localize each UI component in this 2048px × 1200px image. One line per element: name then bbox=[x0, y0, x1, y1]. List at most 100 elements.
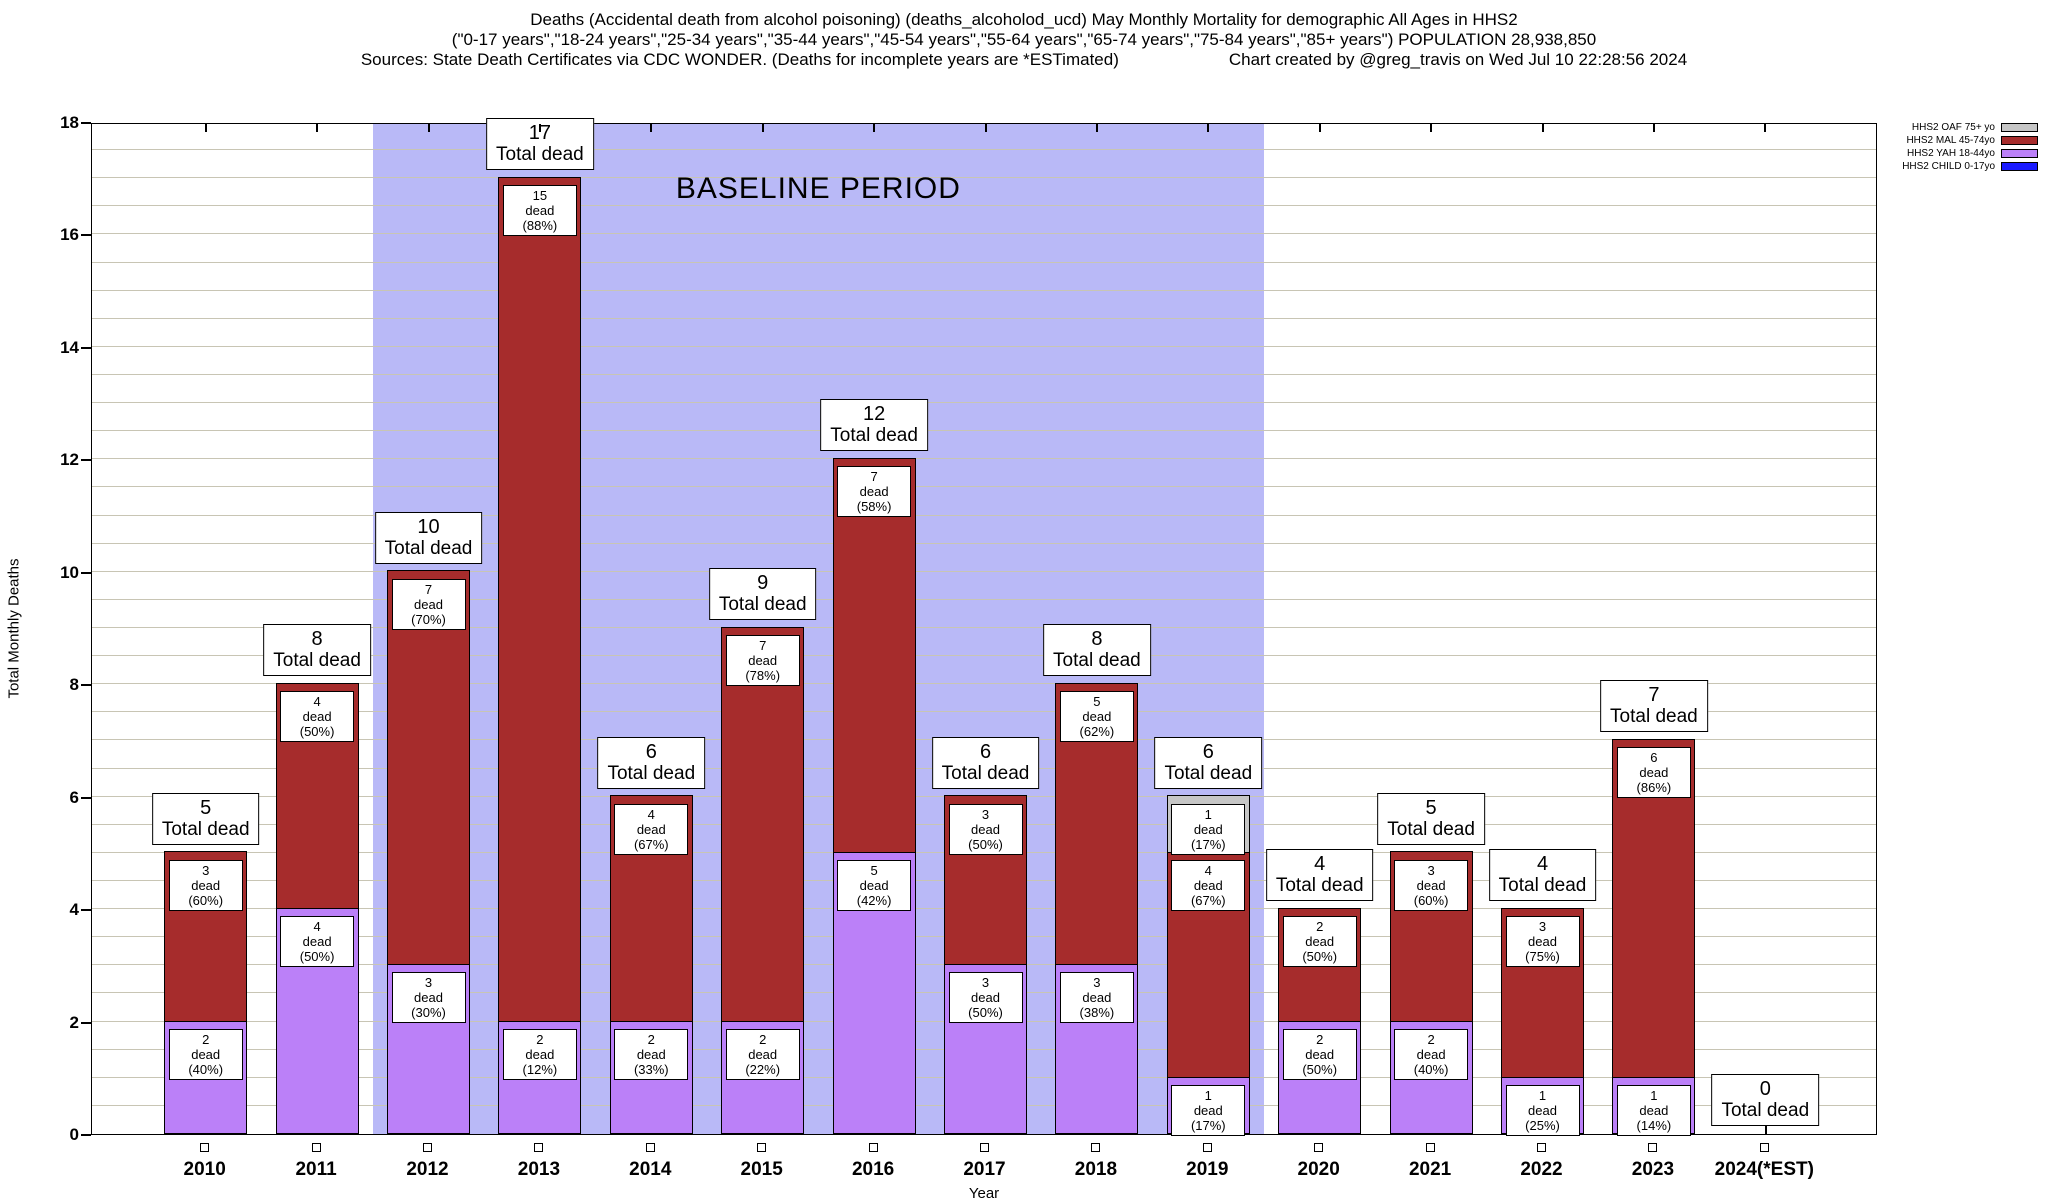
segment-label: 3 dead (38%) bbox=[1059, 972, 1134, 1024]
x-axis-marker bbox=[1537, 1143, 1546, 1152]
x-tick-label: 2012 bbox=[406, 1159, 449, 1180]
gridline bbox=[92, 598, 1876, 600]
segment-label: 2 dead (40%) bbox=[168, 1028, 243, 1080]
gridline bbox=[92, 570, 1876, 572]
gridline bbox=[92, 683, 1876, 685]
segment-count: 7 bbox=[870, 469, 878, 485]
x-tick-label: 2024(*EST) bbox=[1714, 1159, 1814, 1180]
segment-count: 2 bbox=[202, 1031, 210, 1047]
bar-2016 bbox=[832, 457, 916, 1134]
segment-label: 2 dead (40%) bbox=[1394, 1028, 1469, 1080]
total-dead-label: 4 Total dead bbox=[1488, 849, 1597, 902]
segment-pct: dead (50%) bbox=[1302, 1046, 1338, 1077]
segment-pct: dead (78%) bbox=[745, 653, 781, 683]
gridline bbox=[92, 317, 1876, 319]
segment-count: 1 bbox=[1204, 806, 1212, 822]
segment-label: 5 dead (42%) bbox=[837, 859, 912, 911]
top-tick bbox=[1764, 124, 1767, 132]
top-tick bbox=[984, 124, 987, 132]
gridline bbox=[92, 374, 1876, 375]
total-dead-count: 12 bbox=[862, 403, 886, 426]
total-dead-text: Total dead bbox=[496, 144, 584, 166]
legend-swatch-MAL bbox=[2001, 136, 2038, 145]
gridline bbox=[92, 345, 1876, 347]
y-tick-mark bbox=[81, 1021, 91, 1024]
segment-pct: dead (86%) bbox=[1636, 765, 1672, 796]
segment-count: 4 bbox=[313, 919, 321, 935]
segment-pct: dead (40%) bbox=[1413, 1046, 1449, 1077]
x-tick-label: 2023 bbox=[1631, 1159, 1675, 1180]
y-tick-label: 10 bbox=[60, 562, 79, 582]
total-dead-text: Total dead bbox=[830, 425, 918, 447]
segment-MAL bbox=[498, 176, 582, 1022]
segment-label: 1 dead (17%) bbox=[1171, 1084, 1246, 1136]
segment-label: 3 dead (75%) bbox=[1505, 916, 1580, 968]
top-tick bbox=[316, 124, 319, 132]
legend-row: HHS2 OAF 75+ yo bbox=[1902, 121, 2038, 134]
y-tick-mark bbox=[81, 796, 91, 799]
gridline bbox=[92, 627, 1876, 628]
total-dead-label: 8 Total dead bbox=[263, 624, 371, 677]
segment-pct: dead (42%) bbox=[856, 877, 892, 908]
x-axis-marker bbox=[1648, 1143, 1658, 1152]
y-tick-label: 8 bbox=[69, 675, 79, 695]
sources-text: Sources: State Death Certificates via CD… bbox=[360, 50, 1119, 69]
gridline bbox=[92, 261, 1876, 263]
x-tick-label: 2014 bbox=[629, 1159, 672, 1180]
segment-count: 3 bbox=[202, 862, 210, 878]
gridline bbox=[92, 458, 1876, 460]
legend-row: HHS2 CHILD 0-17yo bbox=[1902, 160, 2038, 173]
x-axis-marker bbox=[980, 1143, 989, 1152]
segment-count: 5 bbox=[1093, 694, 1101, 710]
gridline bbox=[92, 402, 1876, 404]
segment-label: 7 dead (58%) bbox=[837, 466, 912, 518]
segment-pct: dead (40%) bbox=[188, 1046, 224, 1077]
segment-count: 7 bbox=[424, 581, 433, 597]
y-tick-label: 16 bbox=[60, 225, 79, 245]
total-dead-label: 12 Total dead bbox=[820, 399, 928, 452]
total-dead-label: 5 Total dead bbox=[151, 792, 260, 845]
y-tick-label: 6 bbox=[69, 787, 79, 807]
top-tick bbox=[538, 124, 541, 132]
y-tick-label: 4 bbox=[69, 900, 79, 920]
segment-pct: dead (14%) bbox=[1636, 1102, 1672, 1133]
x-axis-marker bbox=[423, 1143, 432, 1152]
x-axis-marker bbox=[311, 1143, 321, 1152]
segment-label: 3 dead (60%) bbox=[1394, 859, 1469, 911]
total-dead-text: Total dead bbox=[1498, 875, 1587, 897]
x-axis-marker bbox=[1202, 1143, 1212, 1152]
total-dead-count: 8 bbox=[311, 628, 323, 651]
segment-count: 2 bbox=[647, 1031, 655, 1047]
segment-count: 2 bbox=[536, 1031, 544, 1047]
gridline bbox=[92, 177, 1876, 179]
bars-layer: 2 dead (40%) 3 dead (60%) 5 Total dead 4 dead (… bbox=[92, 118, 1876, 1136]
segment-label: 2 dead (50%) bbox=[1282, 1028, 1357, 1080]
x-tick-label: 2013 bbox=[517, 1159, 561, 1180]
gridline bbox=[92, 430, 1876, 432]
segment-MAL bbox=[387, 570, 470, 966]
total-dead-text: Total dead bbox=[273, 650, 361, 672]
total-dead-text: Total dead bbox=[1387, 818, 1475, 840]
total-label-stem bbox=[1765, 1126, 1767, 1134]
total-dead-label: 0 Total dead bbox=[1711, 1074, 1820, 1126]
y-tick-label: 18 bbox=[60, 113, 79, 132]
total-dead-count: 10 bbox=[417, 515, 440, 538]
segment-label: 2 dead (22%) bbox=[725, 1028, 800, 1080]
total-dead-label: 4 Total dead bbox=[1265, 849, 1374, 902]
total-dead-text: Total dead bbox=[161, 818, 250, 840]
gridline bbox=[92, 655, 1876, 657]
total-dead-label: 5 Total dead bbox=[1377, 792, 1485, 845]
x-tick-label: 2016 bbox=[851, 1159, 895, 1180]
top-tick bbox=[1652, 124, 1655, 132]
segment-count: 3 bbox=[1093, 975, 1101, 991]
segment-label: 5 dead (62%) bbox=[1059, 691, 1134, 743]
segment-pct: dead (50%) bbox=[299, 709, 335, 740]
x-axis-marker bbox=[1091, 1143, 1101, 1152]
total-dead-text: Total dead bbox=[1610, 706, 1698, 728]
segment-count: 4 bbox=[1204, 862, 1212, 878]
top-tick bbox=[1430, 124, 1433, 132]
gridline bbox=[92, 486, 1876, 488]
segment-pct: dead (70%) bbox=[411, 596, 446, 627]
top-tick bbox=[1095, 124, 1098, 132]
